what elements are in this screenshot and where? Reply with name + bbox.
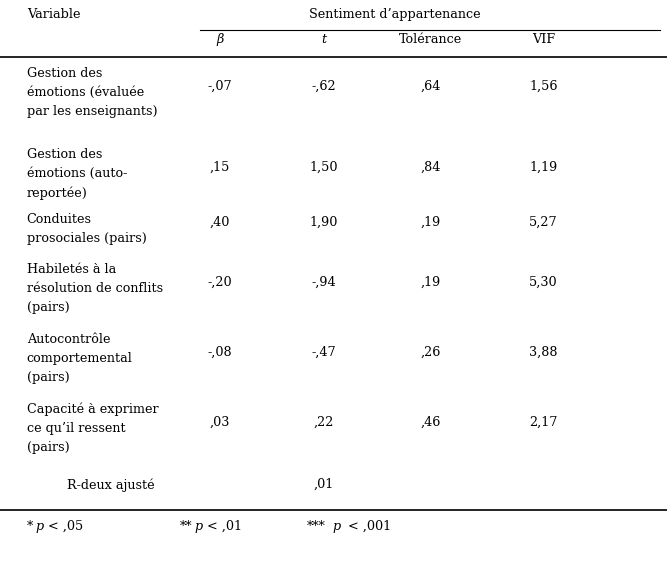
Text: -,47: -,47 [311, 345, 336, 359]
Text: ,22: ,22 [313, 416, 334, 428]
Text: p: p [329, 520, 341, 533]
Text: Variable: Variable [27, 8, 80, 21]
Text: ,84: ,84 [420, 160, 440, 174]
Text: (pairs): (pairs) [27, 301, 69, 314]
Text: (pairs): (pairs) [27, 441, 69, 454]
Text: ,64: ,64 [420, 79, 440, 93]
Text: 1,56: 1,56 [530, 79, 558, 93]
Text: 3,88: 3,88 [530, 345, 558, 359]
Text: t: t [321, 33, 326, 46]
Text: 5,30: 5,30 [530, 275, 558, 288]
Text: 2,17: 2,17 [530, 416, 558, 428]
Text: β: β [216, 33, 224, 46]
Text: p: p [195, 520, 203, 533]
Text: 1,19: 1,19 [530, 160, 558, 174]
Text: ce qu’il ressent: ce qu’il ressent [27, 422, 125, 435]
Text: 1,90: 1,90 [309, 216, 338, 229]
Text: Conduites: Conduites [27, 213, 91, 226]
Text: < ,001: < ,001 [344, 520, 391, 533]
Text: Capacité à exprimer: Capacité à exprimer [27, 403, 158, 416]
Text: (pairs): (pairs) [27, 371, 69, 384]
Text: < ,05: < ,05 [44, 520, 83, 533]
Text: -,62: -,62 [311, 79, 336, 93]
Text: -,07: -,07 [208, 79, 232, 93]
Text: ,03: ,03 [210, 416, 230, 428]
Text: émotions (évaluée: émotions (évaluée [27, 86, 144, 99]
Text: Tolérance: Tolérance [399, 33, 462, 46]
Text: ,15: ,15 [210, 160, 230, 174]
Text: -,94: -,94 [311, 275, 336, 288]
Text: prosociales (pairs): prosociales (pairs) [27, 232, 147, 245]
Text: ,19: ,19 [420, 216, 440, 229]
Text: Autocontrôle: Autocontrôle [27, 333, 110, 346]
Text: ,40: ,40 [210, 216, 230, 229]
Text: ,01: ,01 [313, 478, 334, 491]
Text: ,26: ,26 [420, 345, 440, 359]
Text: 1,50: 1,50 [309, 160, 338, 174]
Text: ***: *** [307, 520, 325, 533]
Text: < ,01: < ,01 [203, 520, 242, 533]
Text: résolution de conflits: résolution de conflits [27, 282, 163, 295]
Text: émotions (auto-: émotions (auto- [27, 167, 127, 180]
Text: Gestion des: Gestion des [27, 67, 102, 80]
Text: Habiletés à la: Habiletés à la [27, 263, 116, 276]
Text: Gestion des: Gestion des [27, 148, 102, 161]
Text: -,08: -,08 [208, 345, 232, 359]
Text: VIF: VIF [532, 33, 555, 46]
Text: -,20: -,20 [208, 275, 232, 288]
Text: ,19: ,19 [420, 275, 440, 288]
Text: R-deux ajusté: R-deux ajusté [67, 478, 154, 492]
Text: **: ** [180, 520, 193, 533]
Text: comportemental: comportemental [27, 352, 133, 365]
Text: p: p [35, 520, 43, 533]
Text: 5,27: 5,27 [530, 216, 558, 229]
Text: reportée): reportée) [27, 186, 87, 199]
Text: ,46: ,46 [420, 416, 440, 428]
Text: *: * [27, 520, 33, 533]
Text: par les enseignants): par les enseignants) [27, 105, 157, 118]
Text: Sentiment d’appartenance: Sentiment d’appartenance [309, 8, 481, 21]
